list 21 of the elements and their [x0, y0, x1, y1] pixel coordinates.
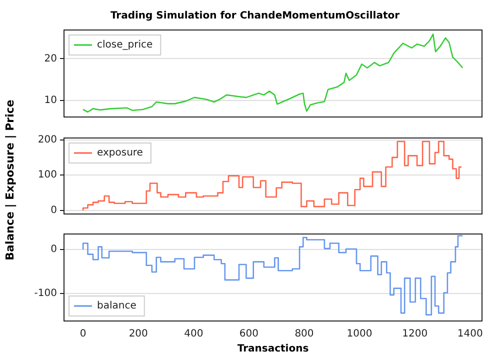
legend-label: exposure [97, 148, 143, 159]
chart-title: Trading Simulation for ChandeMomentumOscillator [110, 10, 400, 22]
legend-label: close_price [97, 40, 153, 51]
x-tick-label: 1200 [402, 328, 428, 340]
x-tick-label: 800 [294, 328, 314, 340]
legend-label: balance [97, 300, 136, 312]
y-tick-label: 200 [38, 134, 57, 146]
x-tick-label: 600 [239, 328, 258, 340]
x-axis-title: Transactions [237, 344, 309, 355]
y-tick-label: 20 [44, 53, 57, 64]
y-tick-label: 0 [50, 244, 57, 256]
y-tick-label: 10 [44, 94, 57, 106]
x-tick-label: 400 [184, 328, 204, 340]
x-tick-label: 1000 [346, 328, 372, 340]
y-tick-label: -100 [34, 288, 57, 300]
y-axis-title: Balance | Exposure | Price [4, 100, 16, 260]
x-tick-label: 0 [80, 328, 86, 340]
x-tick-label: 1400 [457, 328, 483, 340]
x-tick-label: 200 [128, 328, 148, 340]
y-tick-label: 0 [50, 205, 57, 216]
y-tick-label: 100 [38, 170, 57, 181]
